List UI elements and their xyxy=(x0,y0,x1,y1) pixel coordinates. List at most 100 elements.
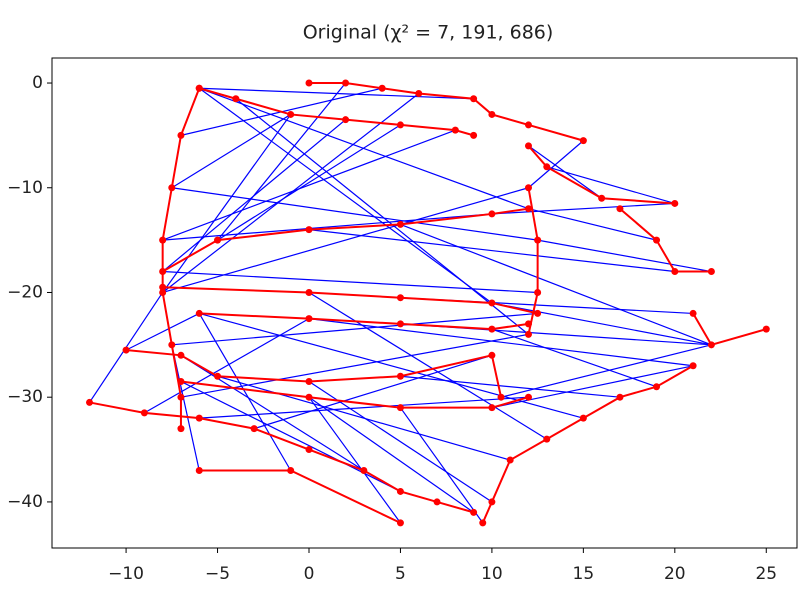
trajectory xyxy=(481,364,694,524)
node xyxy=(534,309,542,317)
edge xyxy=(171,187,538,241)
node xyxy=(470,95,478,103)
edge xyxy=(180,380,401,492)
x-tick-label: 20 xyxy=(664,564,686,584)
node xyxy=(488,325,496,333)
chart-title: Original (χ² = 7, 191, 686) xyxy=(303,22,554,44)
x-tick-label: 25 xyxy=(755,564,777,584)
edge xyxy=(199,396,529,419)
edge xyxy=(171,312,538,346)
edge xyxy=(162,114,292,293)
node xyxy=(653,236,661,244)
x-tick-label: 15 xyxy=(573,564,595,584)
edge xyxy=(171,113,292,189)
edge xyxy=(235,98,529,335)
trajectory xyxy=(527,145,675,205)
node xyxy=(488,498,496,506)
edge xyxy=(528,140,584,189)
node xyxy=(342,116,350,124)
node xyxy=(470,131,478,139)
edge xyxy=(308,396,474,513)
node xyxy=(470,508,478,516)
edge xyxy=(399,407,484,524)
node xyxy=(214,236,222,244)
node xyxy=(524,320,532,328)
node xyxy=(305,393,313,401)
node xyxy=(579,137,587,145)
y-tick-label: −10 xyxy=(7,178,43,198)
node xyxy=(177,377,185,385)
node xyxy=(342,79,350,87)
node xyxy=(488,351,496,359)
node xyxy=(534,288,542,296)
trajectory xyxy=(619,207,712,273)
trajectory xyxy=(199,469,401,524)
plot-area: −10 −5 0 5 10 15 20 25 0 −10 −20 −30 −40 xyxy=(7,73,777,584)
node xyxy=(396,372,404,380)
node xyxy=(579,414,587,422)
edge xyxy=(308,291,548,440)
edge xyxy=(217,82,347,241)
edge xyxy=(198,87,493,304)
node xyxy=(598,194,606,202)
edge xyxy=(491,302,712,346)
node xyxy=(305,315,313,323)
node xyxy=(305,288,313,296)
y-tick-label: −20 xyxy=(7,282,43,302)
node xyxy=(524,184,532,192)
node xyxy=(195,309,203,317)
node xyxy=(287,110,295,118)
edge xyxy=(400,223,712,346)
edge xyxy=(491,365,694,409)
edge xyxy=(198,313,292,471)
node xyxy=(159,288,167,296)
node xyxy=(689,309,697,317)
node xyxy=(524,393,532,401)
node xyxy=(616,205,624,213)
node xyxy=(177,351,185,359)
node xyxy=(396,121,404,129)
edge xyxy=(491,202,675,215)
node xyxy=(396,294,404,302)
node xyxy=(122,346,130,354)
x-tick-label: −10 xyxy=(108,564,144,584)
node xyxy=(543,163,551,171)
node xyxy=(707,268,715,276)
node xyxy=(524,205,532,213)
node xyxy=(85,398,93,406)
node xyxy=(232,95,240,103)
node xyxy=(506,456,514,464)
edge xyxy=(308,396,401,524)
node xyxy=(762,325,770,333)
node xyxy=(433,498,441,506)
node xyxy=(689,362,697,370)
node xyxy=(140,409,148,417)
edge xyxy=(217,124,401,241)
edge xyxy=(162,187,529,294)
edge xyxy=(400,375,620,398)
node xyxy=(195,84,203,92)
trajectory xyxy=(162,286,538,315)
node xyxy=(195,467,203,475)
node xyxy=(524,121,532,129)
node xyxy=(177,425,185,433)
node xyxy=(177,393,185,401)
edge xyxy=(162,93,420,293)
node xyxy=(524,330,532,338)
node xyxy=(396,220,404,228)
edge xyxy=(308,229,675,273)
node xyxy=(497,393,505,401)
x-tick-label: 5 xyxy=(395,564,406,584)
node xyxy=(653,383,661,391)
node xyxy=(378,84,386,92)
edge xyxy=(199,87,474,100)
node xyxy=(451,126,459,134)
edge xyxy=(125,312,200,351)
x-tick-label: −5 xyxy=(205,564,230,584)
node xyxy=(415,90,423,98)
node xyxy=(488,299,496,307)
node xyxy=(159,236,167,244)
node xyxy=(616,393,624,401)
trajectory xyxy=(308,82,584,142)
